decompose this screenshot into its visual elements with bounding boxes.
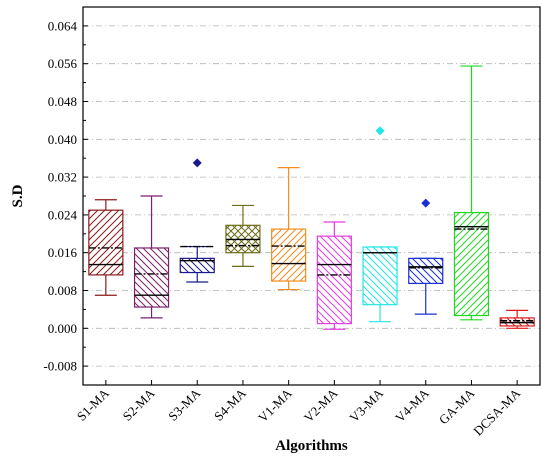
y-axis-title: S.D — [10, 184, 26, 207]
box-ga-ma — [453, 65, 490, 321]
box-s3-ma — [179, 158, 215, 283]
x-axis: S1-MA S2-MA S3-MA S4-MA V1-MA V2-MA V3-MA V4-MA… — [74, 380, 524, 439]
box-iqr — [499, 317, 535, 327]
box-s4-ma — [225, 204, 261, 268]
y-tick-label: 0.056 — [48, 56, 78, 71]
y-tick-label: 0.008 — [48, 283, 77, 298]
y-tick-label: 0.040 — [48, 132, 77, 147]
outlier-point — [192, 158, 202, 168]
box-iqr — [362, 246, 398, 306]
x-tick-label: V2-MA — [301, 385, 341, 425]
box-v3-ma — [362, 126, 398, 323]
y-tick-label: 0.048 — [48, 94, 77, 109]
box-v2-ma — [316, 221, 352, 330]
x-tick-label: GA-MA — [436, 385, 478, 427]
y-tick-label: 0.024 — [48, 207, 78, 222]
x-tick-label: S4-MA — [211, 385, 250, 424]
box-v4-ma — [408, 198, 444, 315]
y-tick-label: 0.016 — [48, 245, 78, 260]
y-tick-label: 0.000 — [48, 321, 77, 336]
box-dcsa-ma — [499, 309, 535, 329]
x-tick-label: V3-MA — [346, 385, 386, 425]
y-tick-label: 0.064 — [48, 18, 78, 33]
box-iqr — [271, 228, 307, 282]
outlier-point — [375, 126, 385, 136]
outlier-point — [421, 198, 431, 208]
x-axis-title: Algorithms — [275, 438, 348, 454]
y-axis: -0.008 0.000 0.008 0.016 0.024 0.032 0.040 0.04… — [43, 18, 88, 374]
box-iqr — [133, 247, 170, 308]
x-tick-label: V4-MA — [392, 385, 432, 425]
boxes — [88, 65, 535, 330]
y-tick-label: -0.008 — [43, 359, 77, 374]
box-iqr — [179, 257, 215, 274]
x-tick-label: DCSA-MA — [470, 385, 523, 438]
box-iqr — [453, 211, 490, 317]
x-tick-label: S3-MA — [165, 385, 204, 424]
x-tick-label: S2-MA — [119, 385, 158, 424]
box-s2-ma — [133, 195, 170, 319]
box-v1-ma — [271, 167, 307, 291]
x-tick-label: V1-MA — [255, 385, 295, 425]
box-iqr — [408, 257, 444, 285]
y-tick-label: 0.032 — [48, 170, 77, 185]
x-tick-label: S1-MA — [74, 385, 113, 424]
box-iqr — [316, 235, 352, 325]
box-s1-ma — [88, 199, 124, 296]
